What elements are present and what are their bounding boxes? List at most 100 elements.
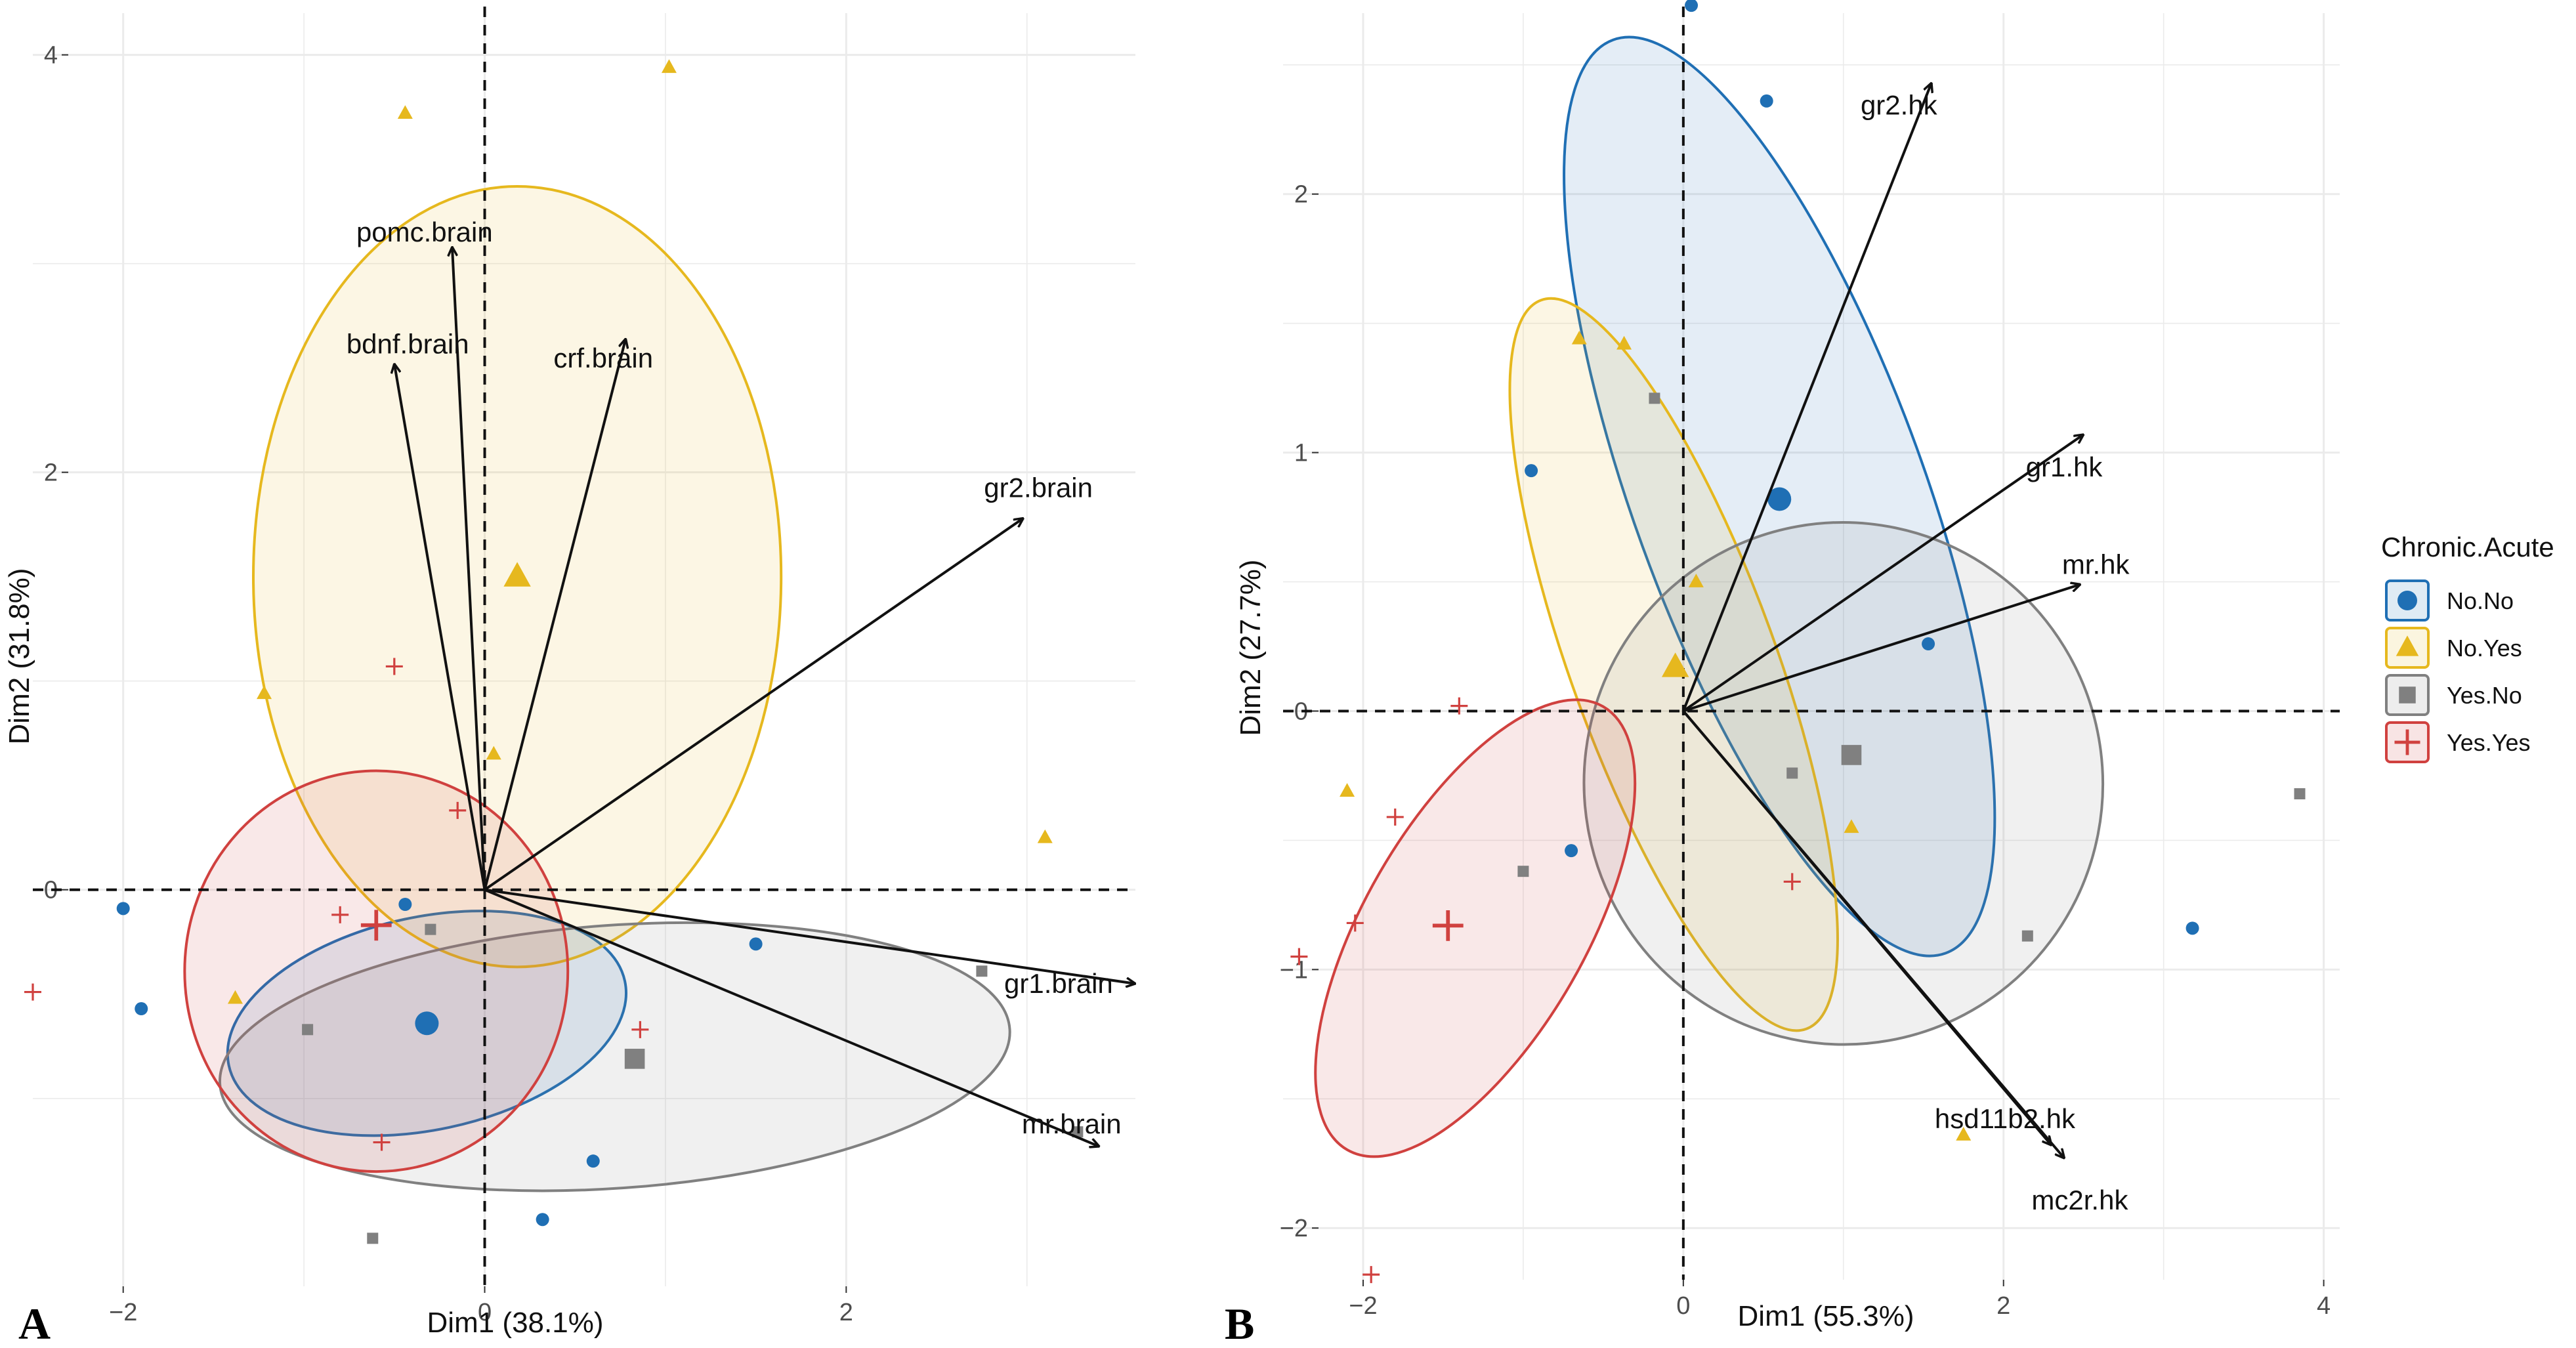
panel-b-point-yes-yes xyxy=(1783,873,1801,891)
panel-a-point-no-yes xyxy=(257,685,272,700)
panel-b-label-mr-hk: mr.hk xyxy=(2062,549,2130,579)
panel-b-point-no-no xyxy=(1685,0,1699,12)
panel-a-ellipse-yes-no xyxy=(218,921,1011,1192)
panel-b-x-tick-label: 0 xyxy=(1676,1292,1690,1320)
panel-b-point-no-yes xyxy=(1616,335,1632,350)
panel-b-point-no-yes xyxy=(1844,819,1859,833)
panel-a-biplot: −2 0 2 0 2 4 pomc.brain bdnf.brain crf.brain gr2.… xyxy=(24,7,1135,1326)
panel-b-point-yes-no xyxy=(1517,866,1529,877)
panel-b-label-hsd11b2-hk: hsd11b2.hk xyxy=(1935,1103,2076,1134)
panel-b-ellipse-yes-no xyxy=(1582,521,2105,1046)
panel-a-centroid-yes-no xyxy=(624,1049,645,1069)
panel-a-arrow-gr2-brain xyxy=(484,518,1024,891)
panel-b-centroid-no-yes xyxy=(1661,652,1689,677)
panel-b-point-no-yes xyxy=(1688,574,1704,587)
panel-b-point-yes-yes xyxy=(1290,948,1308,965)
panel-b-x-tick-label: 2 xyxy=(1996,1292,2010,1320)
panel-a-point-yes-no xyxy=(367,1232,379,1244)
panel-b-ellipse-yes-yes xyxy=(1314,698,1637,1158)
legend-title: Chronic.Acute xyxy=(2381,532,2554,562)
panel-a-label-bdnf-brain: bdnf.brain xyxy=(347,328,469,359)
panel-b-centroid-yes-no xyxy=(1841,745,1862,765)
panel-a-arrow-mr-brain xyxy=(484,888,1099,1147)
panel-b-y-tick-label: −2 xyxy=(1280,1215,1308,1242)
panel-a-x-axis-title: Dim1 (38.1%) xyxy=(427,1307,604,1339)
panel-b-centroid-no-no xyxy=(1767,487,1792,511)
legend-key-symbol-yes-no xyxy=(2399,686,2416,704)
panel-b-x-tick-label: −2 xyxy=(1349,1292,1377,1320)
panel-b-x-tick-label: 4 xyxy=(2317,1292,2331,1320)
panel-a-label-crf-brain: crf.brain xyxy=(553,343,653,373)
panel-b-point-no-yes xyxy=(1571,330,1587,345)
panel-b-y-axis-title: Dim2 (27.7%) xyxy=(1235,560,1267,736)
panel-a-ellipse-yes-yes xyxy=(183,769,570,1173)
panel-a-point-no-no xyxy=(135,1002,148,1016)
panel-a-point-no-no xyxy=(749,937,763,951)
panel-a-point-yes-yes xyxy=(373,1133,391,1151)
panel-a-point-yes-no xyxy=(976,965,988,977)
panel-b-point-yes-yes xyxy=(1362,1266,1380,1284)
legend-key-symbol-no-no xyxy=(2397,591,2417,610)
panel-b-label-gr2-hk: gr2.hk xyxy=(1861,89,1938,120)
panel-a-point-no-no xyxy=(398,898,412,911)
panel-b-point-yes-no xyxy=(2294,788,2306,800)
panel-b-grid xyxy=(1283,13,2340,1280)
panel-a-point-yes-yes xyxy=(24,983,41,1001)
panel-a-arrow-crf-brain xyxy=(483,339,626,891)
panel-b-arrow-gr1-hk xyxy=(1682,434,2084,713)
panel-a-point-no-yes xyxy=(486,746,501,760)
panel-b-x-axis-title: Dim1 (55.3%) xyxy=(1738,1300,1914,1332)
legend-label-yes-no: Yes.No xyxy=(2447,682,2522,709)
panel-b-arrow-mc2r-hk xyxy=(1682,710,2065,1158)
legend-key-symbol-no-yes xyxy=(2396,635,2419,656)
legend-label-no-no: No.No xyxy=(2447,587,2514,614)
panel-a-point-yes-yes xyxy=(631,1021,649,1038)
panel-a-point-no-yes xyxy=(397,105,413,119)
panel-a-x-tick-label: 2 xyxy=(839,1299,853,1326)
panel-a-point-yes-no xyxy=(425,923,436,935)
panel-b-point-no-yes xyxy=(1340,783,1355,797)
panel-a-centroid-yes-yes xyxy=(360,910,392,941)
panel-b-label-mc2r-hk: mc2r.hk xyxy=(2031,1185,2128,1215)
panel-b-point-yes-yes xyxy=(1450,697,1468,715)
panel-a-point-no-yes xyxy=(227,990,243,1004)
panel-a-point-no-no xyxy=(116,902,130,916)
panel-b-point-no-yes xyxy=(1956,1127,1972,1141)
panel-a-point-yes-no xyxy=(302,1024,314,1036)
panel-a-y-tick-label: 0 xyxy=(44,877,58,904)
panel-a-point-no-no xyxy=(536,1213,549,1227)
legend-label-no-yes: No.Yes xyxy=(2447,635,2522,662)
panel-a-arrow-bdnf-brain xyxy=(394,364,486,891)
panel-a-y-tick-label: 2 xyxy=(44,459,58,487)
panel-b-point-yes-no xyxy=(1649,392,1660,404)
panel-a-label-pomc-brain: pomc.brain xyxy=(356,217,493,247)
panel-b-point-yes-yes xyxy=(1346,914,1364,932)
panel-b-biplot: −2 0 2 4 −2 −1 0 1 2 gr2.hk gr1.hk mr.hk hsd11b2.hk m… xyxy=(1280,0,2340,1320)
panel-a-y-axis-title: Dim2 (31.8%) xyxy=(3,568,35,745)
panel-a-label-gr2-brain: gr2.brain xyxy=(984,473,1093,503)
panel-b-arrow-mr-hk xyxy=(1683,584,2080,713)
legend: Chronic.Acute No.No No.Yes Yes.No Yes.Ye… xyxy=(2381,532,2554,763)
legend-key-symbol-yes-yes xyxy=(2394,729,2420,755)
panel-a-point-no-yes xyxy=(1037,829,1053,843)
panel-b-point-yes-no xyxy=(1786,767,1798,779)
panel-a-label-gr1-brain: gr1.brain xyxy=(1004,968,1113,999)
panel-a-centroid-no-yes xyxy=(503,562,531,587)
panel-b-centroid-yes-yes xyxy=(1432,910,1464,941)
panel-b-point-no-no xyxy=(1565,844,1578,858)
panel-b-point-yes-yes xyxy=(1386,808,1404,826)
panel-b-point-no-no xyxy=(1525,464,1538,478)
panel-b-y-tick-label: 2 xyxy=(1294,181,1308,209)
panel-b-letter: B xyxy=(1225,1299,1254,1348)
panel-a-point-yes-yes xyxy=(449,801,467,819)
panel-a-letter: A xyxy=(18,1299,51,1348)
panel-a-x-tick-label: −2 xyxy=(109,1299,137,1326)
panel-a-label-mr-brain: mr.brain xyxy=(1022,1108,1122,1139)
panel-a-arrow-gr1-brain xyxy=(484,888,1135,984)
panel-a-arrow-pomc-brain xyxy=(452,247,486,890)
panel-b-point-no-no xyxy=(1922,637,1935,651)
panel-b-arrow-gr2-hk xyxy=(1681,83,1932,712)
panel-a-x-tick-label: 0 xyxy=(478,1299,492,1326)
panel-a-point-no-yes xyxy=(661,59,677,74)
